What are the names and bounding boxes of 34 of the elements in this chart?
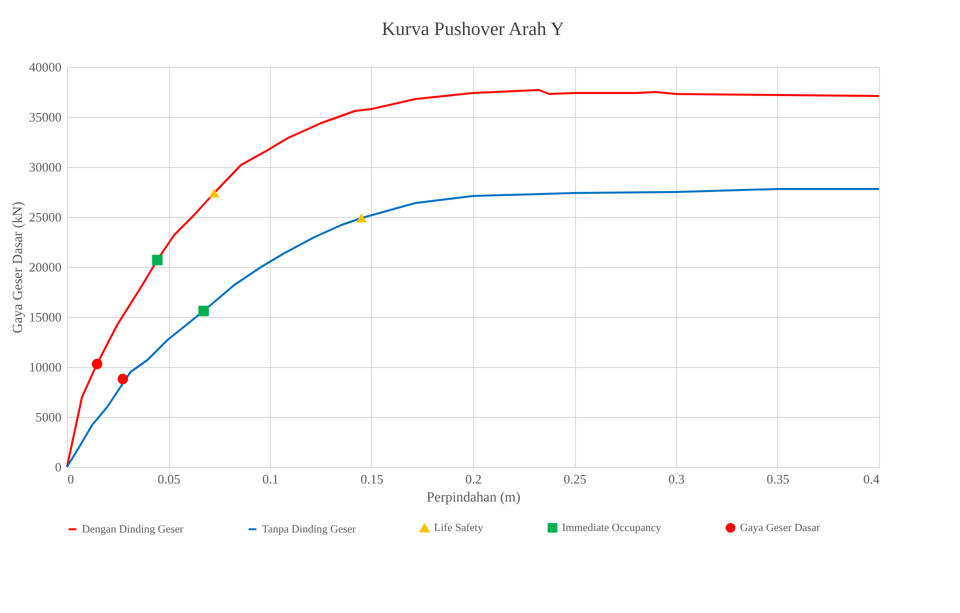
legend-label: Gaya Geser Dasar	[740, 522, 820, 534]
x-tick-label: 0.3	[668, 472, 685, 486]
y-tick-label: 10000	[29, 360, 62, 374]
x-tick-label: 0.15	[360, 472, 384, 486]
y-tick-label: 15000	[29, 310, 62, 324]
legend-label: Dengan Dinding Geser	[82, 523, 184, 536]
y-tick-label: 40000	[29, 60, 62, 74]
x-tick-label: 0.4	[863, 472, 880, 486]
y-tick-label: 20000	[29, 260, 62, 274]
y-tick-label: 25000	[29, 210, 62, 224]
y-tick-label: 0	[55, 460, 62, 474]
x-tick-label: 0	[68, 472, 74, 486]
x-tick-label: 0.2	[465, 472, 482, 486]
y-tick-label: 30000	[29, 160, 62, 174]
x-tick-label: 0.1	[262, 472, 279, 486]
point	[152, 254, 163, 266]
point	[198, 306, 209, 316]
legend-label: Tanpa Dinding Geser	[262, 523, 356, 536]
x-tick-label: 0.35	[766, 472, 790, 486]
line-series	[66, 89, 880, 468]
point	[208, 188, 220, 198]
y-tick-label: 35000	[29, 110, 62, 124]
y-tick-label: 5000	[36, 410, 62, 424]
chart-title: Kurva Pushover Arah Y	[382, 19, 564, 40]
point	[356, 213, 367, 223]
x-axis-title: Perpindahan (m)	[426, 490, 521, 506]
legend-label: Immediate Occupancy	[562, 522, 662, 534]
x-tick-label: 0.25	[564, 472, 586, 486]
point	[118, 374, 128, 384]
legend-label: Life Safety	[434, 522, 484, 534]
line-series	[66, 188, 880, 468]
y-axis-title: Gaya Geser Dasar (kN)	[11, 201, 26, 334]
x-tick-label: 0.05	[158, 472, 180, 486]
point	[92, 358, 102, 370]
